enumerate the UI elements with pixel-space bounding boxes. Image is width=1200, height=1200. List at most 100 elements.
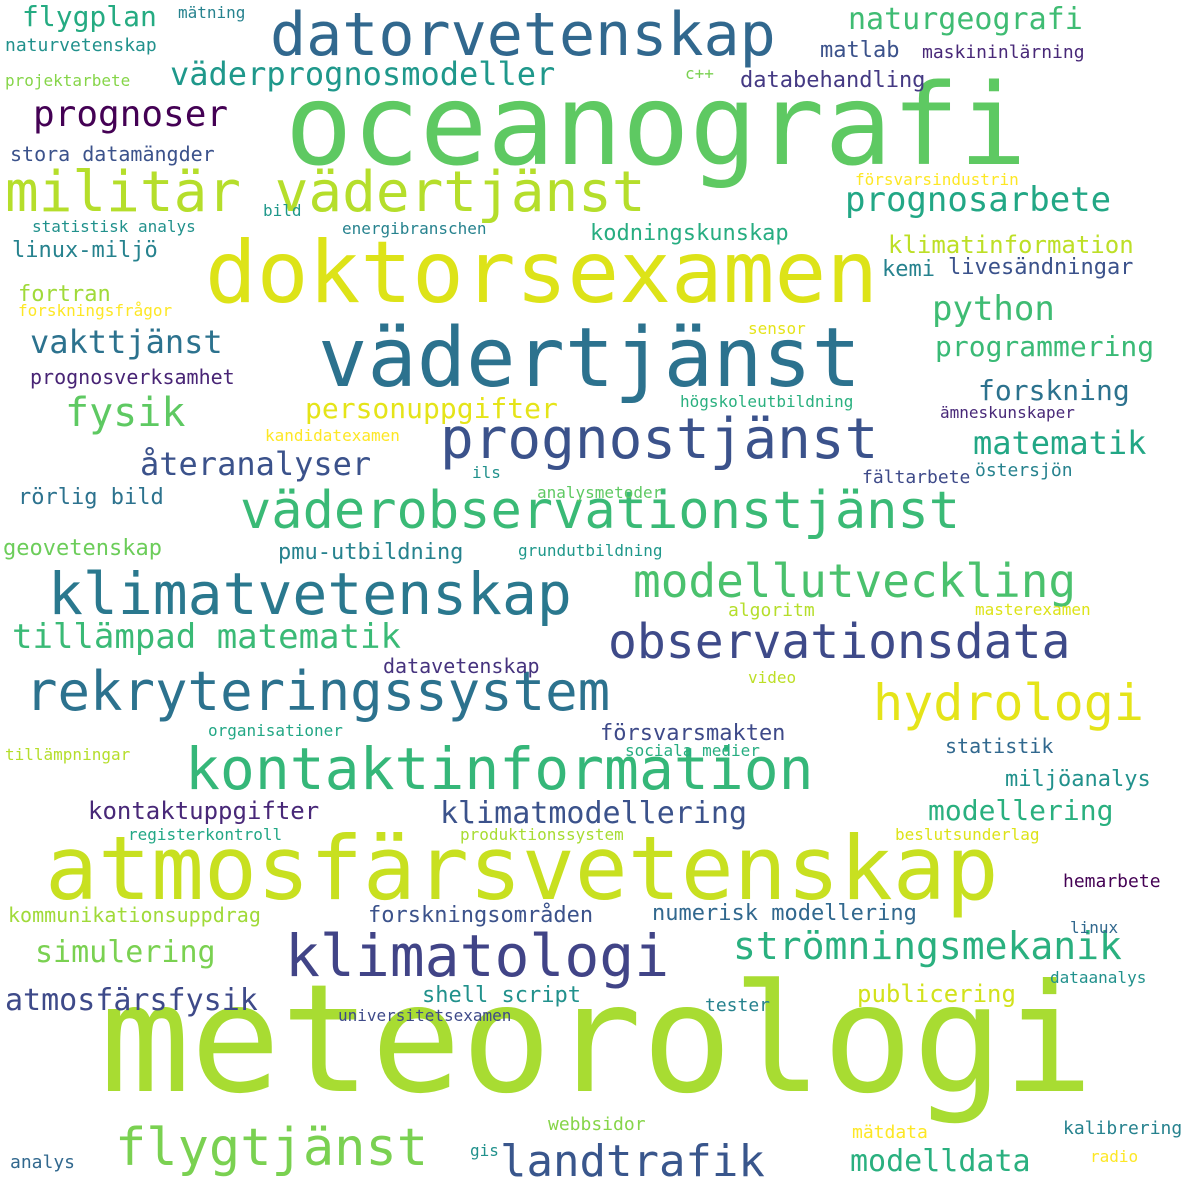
cloud-word: vädertjänst (318, 311, 862, 406)
cloud-word: grundutbildning (518, 541, 663, 560)
cloud-word: väderobservationstjänst (240, 481, 961, 541)
cloud-word: fortran (18, 282, 111, 307)
cloud-word: analys (10, 1152, 76, 1173)
cloud-word: mätning (178, 3, 246, 22)
cloud-word: c++ (685, 64, 714, 83)
cloud-word: kalibrering (1063, 1118, 1183, 1139)
cloud-word: kontaktinformation (185, 735, 814, 803)
cloud-word: försvarsindustrin (855, 170, 1019, 189)
cloud-word: tester (705, 995, 771, 1016)
cloud-word: väderprognosmodeller (170, 55, 556, 93)
cloud-word: rekryteringssystem (25, 660, 611, 723)
cloud-word: forskning (978, 374, 1130, 407)
cloud-word: datavetenskap (383, 654, 540, 678)
cloud-word: geovetenskap (3, 536, 162, 561)
cloud-word: flygtjänst (115, 1118, 429, 1178)
cloud-word: prognosarbete (845, 180, 1112, 220)
cloud-word: miljöanalys (1005, 767, 1151, 792)
cloud-word: observationsdata (608, 614, 1071, 670)
cloud-word: kandidatexamen (265, 426, 400, 445)
cloud-word: programmering (935, 330, 1155, 363)
cloud-word: modellutveckling (633, 554, 1077, 608)
cloud-word: modellering (928, 794, 1114, 827)
cloud-word: prognoser (33, 94, 229, 135)
cloud-word: universitetsexamen (338, 1006, 512, 1025)
cloud-word: numerisk modellering (652, 901, 917, 926)
cloud-word: naturvetenskap (5, 35, 157, 56)
cloud-word: kodningskunskap (590, 221, 789, 246)
cloud-word: databehandling (740, 68, 926, 93)
cloud-word: strömningsmekanik (733, 924, 1122, 968)
cloud-word: webbsidor (548, 1114, 646, 1135)
cloud-word: python (932, 289, 1055, 329)
cloud-word: pmu-utbildning (278, 540, 464, 565)
cloud-word: återanalyser (140, 445, 372, 483)
cloud-word: registerkontroll (128, 825, 283, 844)
cloud-word: hydrologi (873, 674, 1144, 732)
cloud-word: livesändningar (948, 255, 1134, 280)
cloud-word: tillämpad matematik (12, 617, 401, 657)
cloud-word: matlab (820, 38, 900, 63)
cloud-word: östersjön (975, 460, 1073, 481)
cloud-word: stora datamängder (10, 142, 215, 166)
cloud-word: analysmetoder (537, 483, 663, 502)
cloud-word: energibranschen (342, 219, 487, 238)
cloud-word: prognostjänst (440, 407, 879, 472)
cloud-word: klimatvetenskap (48, 560, 572, 628)
cloud-word: dataanalys (1050, 968, 1147, 987)
cloud-word: video (748, 668, 797, 687)
cloud-word: radio (1090, 1147, 1139, 1166)
cloud-word: forskningsfrågor (18, 301, 173, 320)
cloud-word: modelldata (850, 1144, 1031, 1179)
cloud-word: vakttjänst (30, 323, 223, 361)
cloud-word: forskningsområden (368, 903, 594, 928)
cloud-word: klimatinformation (888, 231, 1134, 259)
cloud-word: kontaktuppgifter (88, 797, 320, 825)
cloud-word: klimatologi (285, 922, 670, 990)
cloud-word: kommunikationsuppdrag (8, 903, 261, 927)
cloud-word: publicering (857, 980, 1016, 1008)
cloud-word: matematik (973, 424, 1147, 462)
cloud-word: organisationer (208, 721, 343, 740)
cloud-word: sensor (748, 319, 806, 338)
cloud-word: beslutsunderlag (895, 825, 1040, 844)
cloud-word: meteorologi (100, 953, 1094, 1127)
cloud-word: ils (472, 463, 501, 482)
cloud-word: atmosfärsvetenskap (45, 817, 999, 920)
cloud-word: fysik (65, 390, 186, 436)
cloud-word: datorvetenskap (270, 0, 776, 70)
cloud-word: bild (263, 201, 302, 220)
cloud-word: rörlig bild (18, 485, 164, 510)
cloud-word: flygplan (22, 0, 157, 33)
cloud-word: mätdata (852, 1122, 928, 1143)
cloud-word: tillämpningar (5, 745, 131, 764)
cloud-word: naturgeografi (848, 2, 1083, 37)
cloud-word: linux (1070, 918, 1119, 937)
cloud-word: ämneskunskaper (940, 403, 1075, 422)
cloud-word: masterexamen (975, 600, 1091, 619)
cloud-word: gis (470, 1141, 499, 1160)
cloud-word: doktorsexamen (205, 223, 879, 323)
cloud-word: landtrafik (500, 1136, 765, 1187)
cloud-word: shell script (422, 983, 581, 1008)
cloud-word: militär vädertjänst (5, 160, 646, 225)
cloud-word: simulering (35, 935, 216, 970)
cloud-word: algoritm (728, 600, 815, 621)
cloud-word: högskoleutbildning (680, 392, 854, 411)
cloud-word: statistisk analys (32, 217, 196, 236)
cloud-word: personuppgifter (305, 392, 558, 425)
cloud-word: oceanografi (285, 61, 1027, 191)
cloud-word: linux-miljö (12, 238, 158, 263)
cloud-word: produktionssystem (460, 825, 624, 844)
cloud-word: försvarsmakten (600, 721, 786, 746)
cloud-word: maskininlärning (922, 42, 1085, 63)
cloud-word: prognosverksamhet (30, 365, 235, 389)
cloud-word: klimatmodellering (440, 796, 748, 831)
cloud-word: hemarbete (1063, 871, 1161, 892)
cloud-word: kemi (882, 257, 935, 282)
cloud-word: atmosfärsfysik (5, 983, 258, 1018)
cloud-word: projektarbete (5, 71, 131, 90)
cloud-word: sociala medier (625, 741, 760, 760)
cloud-word: fältarbete (862, 467, 971, 488)
